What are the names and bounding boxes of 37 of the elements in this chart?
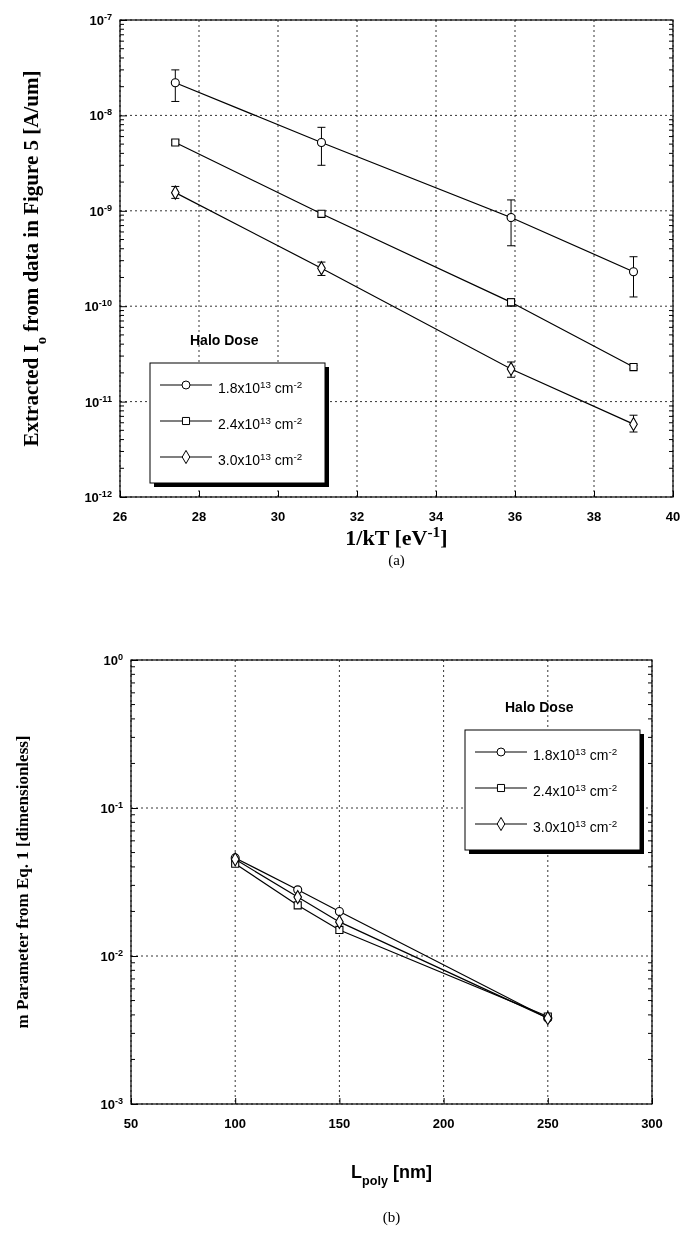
x-tick-label: 300 [641,1116,663,1131]
x-tick-label: 100 [224,1116,247,1131]
y-tick-label: 10$^{-3}$ [100,1096,123,1112]
y-tick-label: 10$^{0}$ [103,652,123,668]
x-tick-label: 150 [328,1116,351,1131]
x-tick-label: 40 [665,509,680,524]
text: (b) [382,1209,401,1226]
x-tick-label: 50 [123,1116,139,1131]
y-tick-label: 10$^{-1}$ [100,800,123,816]
text: (a) [388,552,405,569]
y-axis-title: m Parameter from Eq. 1 [dimensionless] [13,735,32,1029]
x-axis-title: 1/kT [eV$^{-1}$] [345,522,448,550]
legend-label: 1.8x10$^{13}$ cm$^{-2}$ [533,745,618,763]
x-tick-label: 38 [586,509,602,524]
x-tick-label: 200 [432,1116,455,1131]
legend-title: Halo Dose [505,699,574,715]
x-tick-label: 30 [270,509,286,524]
y-tick-label: 10$^{-10}$ [84,298,112,315]
x-tick-label: 28 [191,509,207,524]
x-tick-label: 32 [349,509,365,524]
x-tick-label: 34 [428,509,444,524]
y-tick-label: 10$^{-9}$ [89,202,112,219]
x-tick-label: 36 [507,509,523,524]
y-tick-label: 10$^{-12}$ [84,489,112,505]
legend-label: 2.4x10$^{13}$ cm$^{-2}$ [218,414,303,432]
y-tick-label: 10$^{-2}$ [100,948,123,964]
legend-label: 3.0x10$^{13}$ cm$^{-2}$ [218,450,303,468]
y-tick-label: 10$^{-8}$ [89,107,112,124]
x-tick-label: 26 [112,509,128,524]
legend-label: 2.4x10$^{13}$ cm$^{-2}$ [533,781,618,799]
legend-label: 1.8x10$^{13}$ cm$^{-2}$ [218,378,303,396]
legend-title: Halo Dose [190,332,259,348]
y-tick-label: 10$^{-11}$ [84,393,112,410]
legend-label: 3.0x10$^{13}$ cm$^{-2}$ [533,817,618,835]
y-tick-label: 10$^{-7}$ [89,12,112,28]
x-axis-title: L$_{poly}$ [nm] [351,1162,432,1188]
x-tick-label: 250 [536,1116,559,1131]
